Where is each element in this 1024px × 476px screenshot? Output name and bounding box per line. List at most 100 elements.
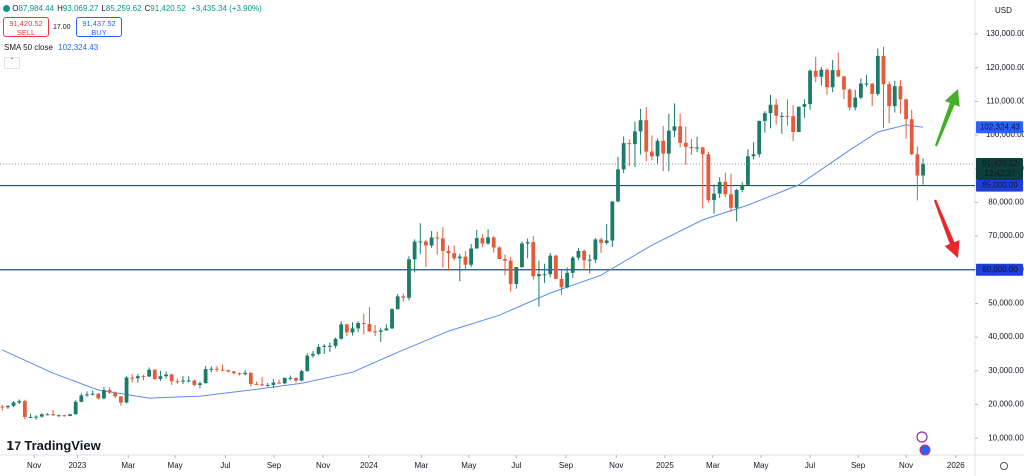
candle-body	[85, 394, 89, 396]
y-tick-label: 30,000.00	[988, 366, 1024, 375]
candle-body	[265, 384, 270, 386]
buy-label: BUY	[91, 28, 107, 37]
candle-body	[254, 383, 259, 385]
candle-body	[141, 376, 146, 378]
level-tag-label: 85,000.00	[982, 181, 1018, 190]
ohlc-value: 87,984.44	[18, 4, 55, 13]
x-tick-label: Nov	[609, 461, 623, 470]
candle-body	[344, 324, 349, 333]
x-tick-label: Jul	[805, 461, 815, 470]
candle-body	[616, 169, 620, 202]
ohlc-value: 91,420.52	[150, 4, 186, 13]
candle-body	[147, 369, 152, 377]
candle-body	[842, 76, 846, 90]
candle-body	[164, 374, 168, 377]
sell-button[interactable]: 91,420.52 SELL	[3, 17, 49, 37]
x-tick-label: Mar	[706, 461, 720, 470]
candle-body	[921, 163, 925, 176]
candle-body	[107, 390, 112, 393]
candle-body	[34, 416, 39, 418]
currency[interactable]: USD	[995, 6, 1012, 15]
candle-body	[819, 69, 824, 77]
sma-tag	[976, 121, 1023, 134]
candle-body	[689, 146, 694, 149]
candle-body	[198, 383, 202, 385]
candle-body	[683, 142, 688, 147]
candle-body	[503, 258, 507, 261]
buy-price: 91,437.52	[82, 19, 116, 28]
countdown: 12:42:37	[984, 169, 1016, 178]
y-tick-label: 40,000.00	[988, 332, 1024, 341]
collapse-button[interactable]: ˆ	[4, 57, 20, 69]
candle-body	[395, 296, 400, 310]
x-tick-label: Nov	[316, 461, 330, 470]
candle-body	[378, 330, 383, 332]
brand-name: TradingView	[24, 438, 101, 453]
candle-body	[102, 390, 106, 399]
candle-body	[875, 55, 880, 94]
y-tick-label: 10,000.00	[988, 433, 1024, 442]
candle-body	[401, 296, 406, 298]
symbol-icon	[3, 5, 10, 13]
candle-body	[678, 126, 683, 143]
ohlc-key: H	[57, 4, 63, 13]
candle-body	[373, 331, 377, 333]
candle-body	[339, 324, 344, 339]
candle-body	[729, 194, 733, 208]
candle-body	[548, 255, 553, 275]
candle-body	[717, 181, 722, 194]
sma-line	[2, 124, 924, 399]
candle-body	[723, 181, 728, 195]
candle-body	[830, 70, 835, 88]
candle-body	[68, 414, 72, 416]
candle-body	[644, 120, 649, 152]
candle-body	[610, 201, 615, 241]
candle-body	[537, 274, 541, 277]
ohlc-key: L	[101, 4, 106, 13]
candle-body	[294, 377, 298, 381]
candle-body	[480, 238, 485, 244]
candle-body	[305, 355, 310, 372]
candle-body	[51, 414, 55, 416]
candle-body	[440, 238, 445, 251]
candle-body	[791, 116, 796, 133]
candle-body	[424, 241, 428, 246]
brand-mark: 𝟭7	[6, 439, 25, 453]
candle-body	[181, 380, 185, 382]
last-price-tag	[976, 157, 1023, 180]
candle-body	[672, 126, 677, 131]
candle-body	[113, 392, 118, 397]
candle-body	[570, 257, 575, 273]
candle-body	[915, 154, 920, 176]
candle-body	[734, 189, 739, 208]
candle-body	[39, 414, 44, 417]
ohlc-value: 93,069.27	[62, 4, 99, 13]
candle-body	[909, 119, 914, 155]
buy-button[interactable]: 91,437.52 BUY	[76, 17, 122, 37]
candle-body	[808, 70, 812, 105]
settings-icon	[1000, 462, 1008, 470]
candle-body	[282, 377, 287, 384]
y-tick-label: 120,000.00	[986, 63, 1024, 72]
candle-body	[542, 274, 547, 276]
candle-body	[768, 104, 773, 114]
candle-body	[559, 278, 564, 288]
candle-body	[356, 322, 361, 329]
candle-body	[666, 130, 671, 154]
sma-legend[interactable]: SMA 50 close 102,324.43	[4, 43, 98, 52]
x-tick-label: May	[461, 461, 476, 470]
candle-body	[627, 143, 632, 145]
event-icon	[919, 444, 931, 456]
arrow	[933, 199, 960, 258]
x-tick-label: Nov	[899, 461, 913, 470]
candle-body	[785, 115, 790, 117]
candle-body	[429, 237, 434, 246]
candle-body	[384, 328, 389, 331]
y-tick-label: 100,000.00	[986, 130, 1024, 139]
candle-body	[904, 99, 908, 120]
candle-body	[271, 382, 276, 385]
candle-body	[525, 242, 530, 244]
arrow	[934, 89, 960, 147]
x-tick-label: Jul	[511, 461, 521, 470]
candle-body	[457, 256, 462, 259]
